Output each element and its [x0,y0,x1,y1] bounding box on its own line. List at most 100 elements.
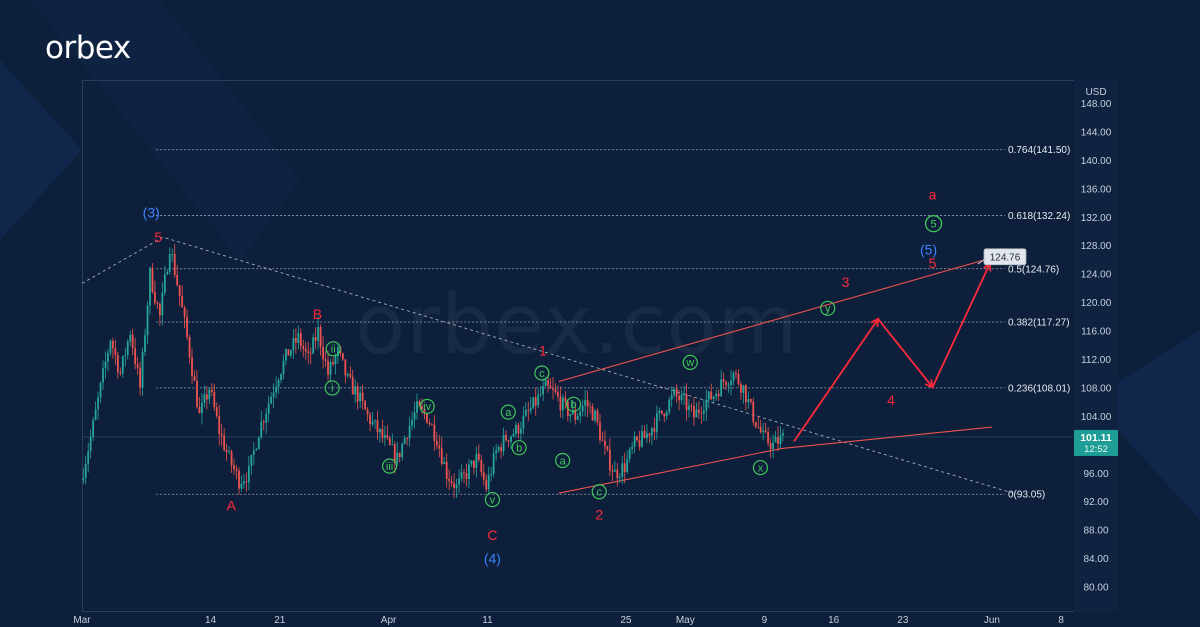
candle-body [371,421,374,425]
wave-label-circle [381,458,398,474]
candle-body [527,410,530,411]
candle-body [262,421,265,423]
candle-body [134,348,137,365]
trendline-channel-lower [558,426,992,494]
candle-body [376,420,379,433]
axis-currency-label: USD [1085,87,1106,98]
candle-body [329,362,332,375]
candle-body [391,444,394,446]
candle-body [235,469,238,471]
wave-label: y [825,303,831,315]
candle-body [730,380,732,386]
candle-body [641,431,643,447]
candle-body [201,402,203,414]
candle-body [149,267,151,306]
candle-body [507,440,510,442]
y-tick-label: 140.00 [1081,156,1112,167]
candle-body [522,415,525,429]
candle-body [346,374,349,376]
wave-label: (3) [143,204,160,220]
candle-body [359,392,362,402]
candle-body [107,352,109,362]
candle-body [416,401,418,413]
candle-body [173,254,176,276]
candle-body [539,394,542,396]
candle-body [116,354,119,373]
candle-body [243,481,245,484]
candle-body [549,385,552,389]
candle-body [477,453,480,460]
candle-body [292,338,295,351]
wave-label: b [516,442,522,454]
y-tick-label: 120.00 [1081,298,1112,309]
bg-chevron-top [30,0,300,260]
candle-body [240,483,243,489]
candle-body [772,442,774,450]
bg-chevron-right [1090,330,1200,520]
candle-body [668,399,671,413]
candle-body [631,446,634,449]
candle-body [744,385,747,403]
candle-body [223,435,226,450]
wave-label: x [758,462,764,474]
candle-body [685,394,688,411]
candle-body [712,396,715,400]
candle-body [584,400,587,406]
candle-body [510,436,512,442]
candle-body [408,425,411,439]
y-tick-label: 136.00 [1081,184,1112,195]
candle-body [178,285,181,296]
wave-label: a [560,455,567,467]
candle-body [554,389,557,392]
candle-body [534,397,537,406]
wave-label-circle [820,300,836,316]
candle-body [312,337,315,354]
candle-body [89,436,92,452]
candle-body [688,405,690,411]
current-price-tag [1074,429,1118,456]
candle-body [747,399,750,403]
candle-body [121,356,124,374]
candle-body [655,413,658,432]
candle-body [576,415,579,420]
fib-level-label: 0(93.05) [1008,490,1045,501]
candle-body [717,393,720,397]
candle-body [302,346,305,349]
candle-body [317,326,320,341]
candle-body [460,472,463,479]
wave-label: w [685,357,694,369]
candle-body [552,388,554,390]
wave-label: iv [423,401,431,413]
candle-body [626,458,629,473]
candle-body [361,392,364,401]
candle-body [374,420,376,422]
candle-body [228,451,231,453]
candle-body [562,397,564,411]
wave-label: C [487,527,497,543]
x-axis: Mar 14 21 Apr 11 25 May 9 16 23 Jun 8 [73,615,1064,626]
candles [82,244,784,499]
candle-body [119,372,122,374]
candle-body [290,350,292,356]
wave-label-circle [534,365,550,381]
candle-body [129,334,132,342]
candle-body [601,440,604,442]
candle-body [495,450,498,454]
candle-body [720,379,723,397]
candle-body [136,364,139,368]
candle-body [124,355,127,357]
candle-body [606,446,609,450]
candle-body [435,440,438,446]
current-price-value: 101.11 [1080,432,1112,444]
candle-body [277,380,280,387]
candle-body [114,348,117,355]
candle-body [146,305,149,336]
candle-body [97,397,99,410]
candle-body [715,393,718,397]
fib-level-label: 0.618(132.24) [1008,211,1070,222]
candle-body [458,478,460,485]
candle-body [299,333,302,347]
wave-label: b [570,399,576,411]
candle-body [337,346,339,357]
